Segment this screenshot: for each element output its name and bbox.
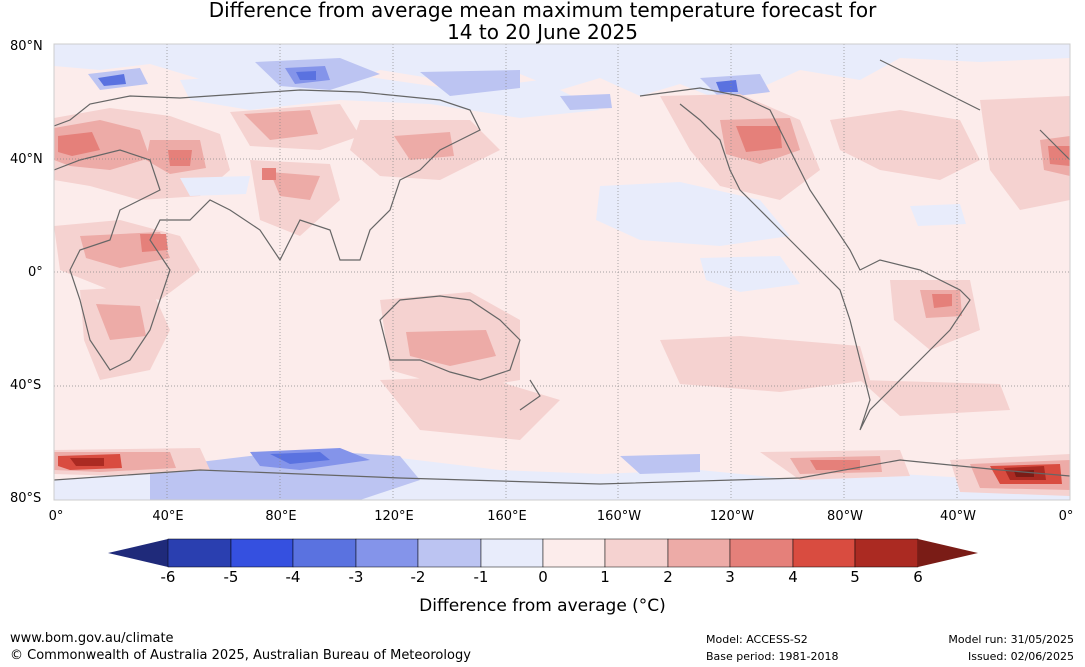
lon-label: 120°W: [709, 509, 755, 524]
colorbar-arrow-low: [108, 539, 168, 567]
anomaly-region: [168, 150, 192, 166]
lat-label: 0°: [28, 265, 43, 280]
colorbar-swatch: [417, 538, 482, 568]
anomaly-region: [596, 182, 790, 246]
lat-label: 40°N: [10, 152, 43, 167]
colorbar-tick: 2: [663, 568, 673, 586]
colorbar-swatch: [667, 538, 731, 568]
lon-label: 0°: [48, 509, 64, 524]
colorbar-swatch: [292, 538, 357, 568]
graticule: [54, 44, 1070, 500]
map-frame: [53, 43, 1071, 501]
lat-label: 40°S: [10, 378, 42, 393]
footer-issued: Issued: 02/06/2025: [967, 650, 1074, 663]
anomaly-region: [394, 132, 454, 160]
lat-label: 80°S: [10, 491, 42, 506]
anomaly-region: [70, 458, 104, 466]
footer-copyright: © Commonwealth of Australia 2025, Austra…: [10, 648, 471, 663]
lon-label: 120°E: [374, 509, 414, 524]
colorbar-swatch: [542, 538, 606, 568]
footer-model: Model: ACCESS-S2: [706, 633, 808, 646]
colorbar: [108, 538, 978, 568]
colorbar-tick: -4: [285, 568, 301, 586]
anomaly-region: [1048, 146, 1070, 166]
colorbar-tick: -1: [473, 568, 489, 586]
anomaly-region: [262, 168, 276, 180]
lon-label: 80°W: [827, 509, 863, 524]
colorbar-swatch: [167, 538, 232, 568]
colorbar-tick: 6: [913, 568, 923, 586]
anomaly-region: [180, 176, 250, 196]
colorbar-swatch: [792, 538, 856, 568]
anomaly-region: [620, 454, 700, 474]
footer-model-run: Model run: 31/05/2025: [948, 633, 1074, 646]
anomaly-region: [244, 110, 318, 140]
colorbar-tick: 3: [725, 568, 735, 586]
anomaly-region: [660, 336, 870, 392]
colorbar-tick: -2: [410, 568, 426, 586]
colorbar-swatch: [230, 538, 294, 568]
colorbar-swatch: [729, 538, 794, 568]
anomaly-region: [96, 304, 146, 340]
anomaly-region: [910, 204, 966, 226]
colorbar-tick: 1: [600, 568, 610, 586]
colorbar-label: Difference from average (°C): [419, 596, 666, 616]
anomaly-region: [736, 126, 782, 152]
anomaly-region: [716, 80, 738, 92]
colorbar-tick: -3: [348, 568, 364, 586]
colorbar-tick: 4: [788, 568, 798, 586]
colorbar-tick: -6: [160, 568, 176, 586]
anomaly-region: [980, 96, 1070, 210]
lon-label: 160°W: [596, 509, 642, 524]
anomaly-region: [140, 234, 168, 252]
lon-label: 40°W: [940, 509, 976, 524]
footer-site-url: www.bom.gov.au/climate: [10, 631, 174, 646]
colorbar-tick: 5: [850, 568, 860, 586]
anomaly-region: [560, 94, 612, 110]
anomaly-region: [932, 294, 952, 308]
anomaly-region: [98, 74, 126, 86]
anomaly-region: [54, 120, 150, 170]
anomaly-region: [830, 110, 980, 180]
lon-label: 160°E: [487, 509, 527, 524]
colorbar-swatch: [480, 538, 544, 568]
anomaly-region: [58, 132, 100, 156]
anomaly-region: [54, 44, 1070, 100]
anomaly-region: [406, 330, 496, 366]
colorbar-tick: 0: [538, 568, 548, 586]
colorbar-swatch: [355, 538, 419, 568]
footer-base-period: Base period: 1981-2018: [706, 650, 839, 663]
map-plot-area: [54, 44, 1070, 500]
anomaly-region: [860, 380, 1010, 416]
colorbar-swatch: [604, 538, 669, 568]
lon-label: 80°E: [265, 509, 297, 524]
anomaly-region: [420, 70, 520, 96]
anomaly-region: [270, 172, 320, 200]
colorbar-tick: -5: [223, 568, 239, 586]
map-title-line-1: Difference from average mean maximum tem…: [208, 0, 877, 22]
lat-label: 80°N: [10, 39, 43, 54]
colorbar-swatch: [854, 538, 919, 568]
colorbar-arrow-high: [918, 539, 978, 567]
map-title-line-2: 14 to 20 June 2025: [447, 20, 638, 44]
anomaly-region: [810, 460, 860, 470]
lon-label: 40°E: [152, 509, 184, 524]
anomaly-region: [380, 376, 560, 440]
anomaly-region: [296, 71, 316, 80]
anomaly-region: [270, 452, 330, 464]
lon-label: 0°: [1058, 509, 1074, 524]
anomaly-region: [700, 256, 800, 292]
